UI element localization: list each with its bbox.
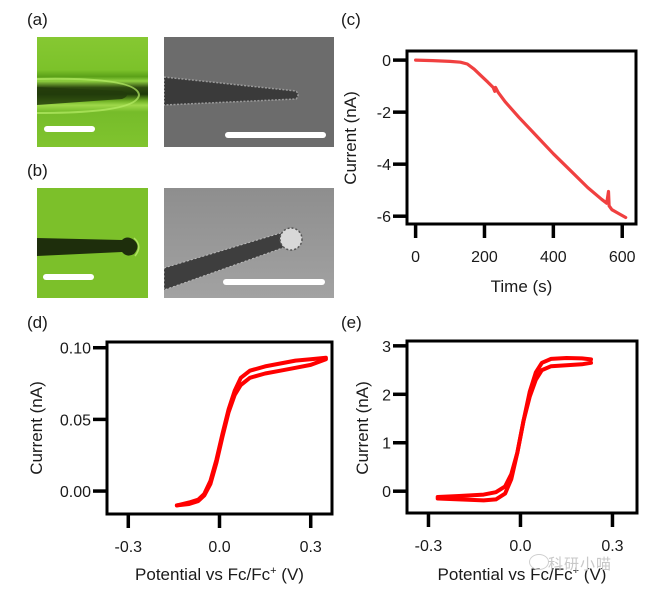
- y-tick-label: 1: [382, 436, 391, 453]
- x-tick-label: 200: [471, 249, 498, 266]
- y-tick-label: -4: [377, 157, 391, 174]
- chart-c: 0 200 400 600 0 -2 -4 -6 Time (s) Current (nA): [341, 49, 638, 296]
- series-forward: [435, 360, 593, 503]
- x-axis-title: Potential vs Fc/Fc+ (V): [135, 565, 304, 584]
- x-tick-label: -0.3: [415, 538, 443, 555]
- x-tick-label: 400: [540, 249, 567, 266]
- y-tick-label: 2: [382, 387, 391, 404]
- x-tick-label: 0: [411, 249, 420, 266]
- y-axis-title: Current (nA): [341, 91, 360, 185]
- series-current: [414, 58, 628, 220]
- x-tick-label: 0.0: [509, 538, 531, 555]
- x-axis-title-unit: (V): [277, 565, 304, 584]
- y-tick-label: 0: [382, 484, 391, 501]
- scale-bar: [43, 274, 94, 280]
- optical-micrograph-b: [37, 188, 148, 298]
- scale-bar: [223, 279, 325, 285]
- panel-label-e: (e): [341, 313, 362, 332]
- y-tick-label: -2: [377, 105, 391, 122]
- x-tick-label: 0.0: [208, 539, 230, 556]
- x-tick-label: 0.3: [601, 538, 623, 555]
- panel-label-b: (b): [27, 161, 48, 180]
- scale-bar: [44, 126, 95, 132]
- y-tick-label: 0.10: [60, 341, 91, 358]
- scale-bar: [225, 132, 326, 138]
- sem-image-a: [164, 37, 334, 147]
- chart-e: -0.3 0.0 0.3 3 2 1 0 Potential vs Fc/Fc+ (V) Cur…: [353, 339, 639, 584]
- panel-label-a: (a): [27, 10, 48, 29]
- y-tick-label: -6: [377, 209, 391, 226]
- watermark-text: 科研小喵: [548, 555, 613, 573]
- panel-label-c: (c): [341, 10, 361, 29]
- series-forward: [174, 357, 328, 508]
- x-tick-label: -0.3: [114, 539, 142, 556]
- y-axis-title: Current (nA): [27, 381, 46, 475]
- series-reverse: [174, 355, 328, 508]
- panel-label-d: (d): [27, 313, 48, 332]
- plot-frame: [405, 49, 638, 226]
- sem-image-b: [164, 188, 334, 298]
- x-axis-title: Potential vs Fc/Fc+ (V): [438, 565, 607, 584]
- optical-micrograph-a: [37, 37, 148, 147]
- x-axis-title-unit: (V): [579, 565, 606, 584]
- y-tick-label: 0.05: [60, 412, 91, 429]
- chart-d: -0.3 0.0 0.3 0.10 0.05 0.00 Potential vs Fc/Fc…: [27, 340, 334, 584]
- x-tick-label: 0.3: [300, 539, 322, 556]
- x-tick-label: 600: [609, 249, 636, 266]
- wechat-icon: [529, 554, 549, 570]
- y-axis-title: Current (nA): [353, 381, 372, 475]
- y-tick-label: 3: [382, 339, 391, 356]
- series-reverse: [435, 356, 593, 499]
- y-tick-label: 0: [382, 53, 391, 70]
- x-axis-title-sup: +: [573, 565, 579, 577]
- x-axis-title: Time (s): [491, 277, 553, 296]
- y-tick-label: 0.00: [60, 484, 91, 501]
- x-axis-title-sup: +: [270, 565, 276, 577]
